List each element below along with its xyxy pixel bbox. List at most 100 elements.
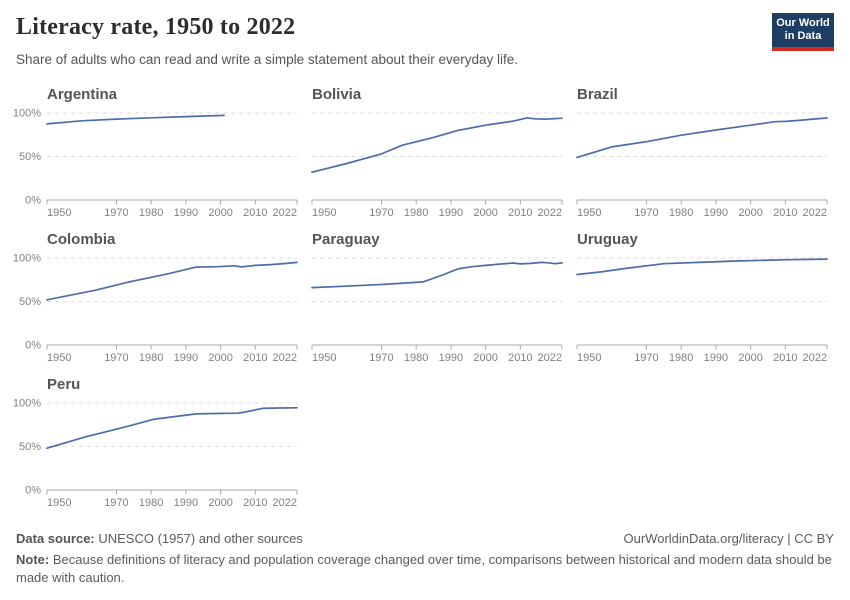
y-tick-label: 100% <box>13 253 41 265</box>
x-tick-label: 1970 <box>369 207 393 219</box>
data-line <box>576 258 828 276</box>
x-tick-label: 1990 <box>174 207 198 219</box>
owid-logo-red-bar <box>772 47 834 51</box>
x-tick-label: 2010 <box>773 352 797 364</box>
x-tick-label: 2022 <box>803 352 827 364</box>
line-chart-brazil: 1950 1970 1980 1990 2000 2010 2022 <box>576 112 828 219</box>
owid-logo-line1: Our World <box>776 17 830 29</box>
x-tick-label: 2022 <box>538 207 562 219</box>
facet-title-argentina: Argentina <box>47 86 118 103</box>
y-tick-label: 0% <box>25 340 41 352</box>
x-tick-label: 1990 <box>704 207 728 219</box>
x-tick-label: 1950 <box>47 207 71 219</box>
x-tick-label: 1980 <box>139 207 163 219</box>
facet-title-colombia: Colombia <box>47 231 116 248</box>
facet-peru: Peru 0% 50% 100% 1950 1970 1980 1990 2000 2010 20… <box>13 376 298 509</box>
facet-paraguay: Paraguay 1950 1970 1980 1990 2000 2010 2022 <box>311 231 563 364</box>
facet-uruguay: Uruguay 1950 1970 1980 1990 2000 2010 2022 <box>576 231 828 364</box>
y-tick-label: 0% <box>25 485 41 497</box>
data-line <box>46 114 225 125</box>
data-source: Data source: UNESCO (1957) and other sou… <box>16 530 303 548</box>
facet-title-bolivia: Bolivia <box>312 86 362 103</box>
x-tick-label: 2000 <box>208 207 232 219</box>
x-tick-label: 1970 <box>104 207 128 219</box>
charts-grid: Argentina 0% 50% 100% 1950 1970 1980 1990 2000 2… <box>13 86 828 509</box>
x-tick-label: 2010 <box>243 207 267 219</box>
x-tick-label: 2022 <box>538 352 562 364</box>
facet-argentina: Argentina 0% 50% 100% 1950 1970 1980 1990 2000 2… <box>13 86 298 219</box>
x-tick-label: 1980 <box>669 352 693 364</box>
owid-license-link[interactable]: OurWorldinData.org/literacy | CC BY <box>623 531 834 546</box>
x-tick-label: 1950 <box>312 207 336 219</box>
x-tick-label: 1990 <box>174 497 198 509</box>
facet-title-brazil: Brazil <box>577 86 618 103</box>
x-tick-label: 1970 <box>104 352 128 364</box>
x-tick-label: 2010 <box>243 352 267 364</box>
x-tick-label: 2022 <box>273 207 297 219</box>
line-chart-colombia: 0% 50% 100% 1950 1970 1980 1990 2000 2010 2022 <box>13 253 298 364</box>
x-tick-label: 1990 <box>439 207 463 219</box>
data-line <box>46 261 298 301</box>
facet-title-peru: Peru <box>47 376 81 393</box>
data-line <box>46 406 298 450</box>
x-tick-label: 2010 <box>773 207 797 219</box>
x-tick-label: 1950 <box>47 352 71 364</box>
x-tick-label: 2000 <box>208 497 232 509</box>
x-tick-label: 1950 <box>47 497 71 509</box>
x-tick-label: 1980 <box>669 207 693 219</box>
data-line <box>576 117 828 159</box>
y-tick-label: 0% <box>25 195 41 207</box>
x-tick-label: 2000 <box>473 352 497 364</box>
x-tick-label: 1950 <box>577 352 601 364</box>
y-tick-label: 50% <box>19 296 41 308</box>
note-label: Note: <box>16 552 50 567</box>
facet-title-uruguay: Uruguay <box>577 231 638 248</box>
x-tick-label: 1970 <box>634 352 658 364</box>
facet-brazil: Brazil 1950 1970 1980 1990 2000 2010 2022 <box>576 86 828 219</box>
facet-title-paraguay: Paraguay <box>312 231 380 248</box>
x-tick-label: 1970 <box>369 352 393 364</box>
x-tick-label: 1980 <box>404 207 428 219</box>
x-tick-label: 2022 <box>273 352 297 364</box>
facet-colombia: Colombia 0% 50% 100% 1950 1970 1980 1990 2000 20… <box>13 231 298 364</box>
x-tick-label: 1950 <box>312 352 336 364</box>
x-tick-label: 2010 <box>508 352 532 364</box>
owid-logo[interactable]: Our World in Data <box>772 13 834 51</box>
line-chart-bolivia: 1950 1970 1980 1990 2000 2010 2022 <box>311 112 563 219</box>
data-source-text: UNESCO (1957) and other sources <box>94 531 303 546</box>
line-chart-uruguay: 1950 1970 1980 1990 2000 2010 2022 <box>576 257 828 364</box>
x-tick-label: 2022 <box>803 207 827 219</box>
x-tick-label: 1990 <box>704 352 728 364</box>
note: Note: Because definitions of literacy an… <box>16 551 834 587</box>
line-chart-argentina: 0% 50% 100% 1950 1970 1980 1990 2000 2010 2022 <box>13 108 298 219</box>
line-chart-peru: 0% 50% 100% 1950 1970 1980 1990 2000 2010 2022 <box>13 398 298 509</box>
x-tick-label: 1970 <box>104 497 128 509</box>
page-title: Literacy rate, 1950 to 2022 <box>16 14 296 40</box>
page-subtitle: Share of adults who can read and write a… <box>16 52 519 67</box>
line-chart-paraguay: 1950 1970 1980 1990 2000 2010 2022 <box>311 257 563 364</box>
data-source-label: Data source: <box>16 531 95 546</box>
x-tick-label: 1980 <box>139 497 163 509</box>
x-tick-label: 2000 <box>473 207 497 219</box>
y-tick-label: 100% <box>13 108 41 120</box>
x-tick-label: 1950 <box>577 207 601 219</box>
x-tick-label: 1990 <box>174 352 198 364</box>
x-tick-label: 1970 <box>634 207 658 219</box>
chart-footer: Data source: UNESCO (1957) and other sou… <box>16 530 834 587</box>
x-tick-label: 1980 <box>139 352 163 364</box>
data-line <box>311 116 563 174</box>
x-tick-label: 2010 <box>508 207 532 219</box>
source-row: Data source: UNESCO (1957) and other sou… <box>16 530 834 548</box>
x-tick-label: 1990 <box>439 352 463 364</box>
x-tick-label: 2000 <box>738 207 762 219</box>
note-text: Because definitions of literacy and popu… <box>16 552 832 585</box>
x-tick-label: 1980 <box>404 352 428 364</box>
x-tick-label: 2000 <box>208 352 232 364</box>
facet-bolivia: Bolivia 1950 1970 1980 1990 2000 2010 2022 <box>311 86 563 219</box>
x-tick-label: 2022 <box>273 497 297 509</box>
x-tick-label: 2010 <box>243 497 267 509</box>
x-tick-label: 2000 <box>738 352 762 364</box>
y-tick-label: 100% <box>13 398 41 410</box>
y-tick-label: 50% <box>19 151 41 163</box>
data-line <box>311 261 563 289</box>
